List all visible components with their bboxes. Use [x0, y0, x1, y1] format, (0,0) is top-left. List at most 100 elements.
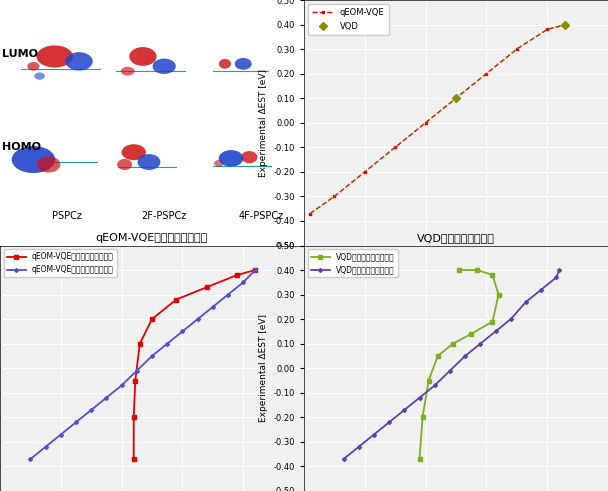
VQD法：エラー低減あり [556, 267, 563, 273]
VQD法：エラー低減あり [431, 382, 438, 388]
Line: VQD法：エラー低減あり: VQD法：エラー低減あり [342, 269, 561, 461]
VQD法：エラー低減あり [461, 353, 469, 359]
qEOM-VQE [562, 22, 569, 27]
Ellipse shape [219, 150, 243, 166]
VQD法：エラー低減あり [446, 368, 454, 374]
qEOM-VQE法：エラー低減あり [148, 353, 156, 359]
qEOM-VQE法：エラー低減あり [42, 444, 49, 450]
VQD法：エラー低減あり [370, 432, 378, 437]
VQD法：エラー低減あり [537, 287, 545, 293]
Ellipse shape [121, 67, 134, 76]
Legend: VQD法：エラー低減無し, VQD法：エラー低減あり: VQD法：エラー低減無し, VQD法：エラー低減あり [308, 249, 398, 277]
Title: VQD法の実機計算結果: VQD法の実機計算結果 [417, 233, 495, 244]
qEOM-VQE法：エラー低減あり [209, 304, 216, 310]
qEOM-VQE法：エラー低減あり [133, 368, 140, 374]
Ellipse shape [122, 144, 146, 160]
VQD法：エラー低減あり [401, 407, 408, 413]
Ellipse shape [37, 157, 60, 173]
Text: 4F-PSPCz: 4F-PSPCz [239, 211, 284, 221]
Ellipse shape [219, 59, 231, 69]
qEOM-VQE法：エラー低減無し [131, 378, 139, 383]
qEOM-VQE法：エラー低減あり [252, 267, 259, 273]
qEOM-VQE法：エラー低減無し [252, 267, 259, 273]
qEOM-VQE法：エラー低減無し [136, 341, 143, 347]
qEOM-VQE [422, 120, 429, 126]
qEOM-VQE法：エラー低減あり [118, 382, 125, 388]
VQD法：エラー低減あり [477, 341, 484, 347]
Ellipse shape [235, 58, 252, 70]
qEOM-VQE法：エラー低減あり [72, 419, 80, 425]
VQD法：エラー低減あり [385, 419, 393, 425]
qEOM-VQE [483, 71, 490, 77]
qEOM-VQE [361, 169, 368, 175]
Legend: qEOM-VQE, VQD: qEOM-VQE, VQD [308, 4, 389, 35]
Ellipse shape [34, 73, 45, 80]
Line: qEOM-VQE法：エラー低減あり: qEOM-VQE法：エラー低減あり [29, 269, 257, 461]
qEOM-VQE法：エラー低減あり [179, 328, 186, 334]
VQD法：エラー低減無し [449, 341, 457, 347]
Y-axis label: Experimental ΔEST [eV]: Experimental ΔEST [eV] [259, 314, 268, 422]
Line: qEOM-VQE: qEOM-VQE [309, 23, 567, 215]
qEOM-VQE [513, 46, 520, 52]
VQD法：エラー低減無し [489, 319, 496, 325]
qEOM-VQE法：エラー低減あり [57, 432, 64, 437]
VQD法：エラー低減無し [434, 353, 441, 359]
Text: HOMO: HOMO [1, 142, 41, 152]
qEOM-VQE [544, 27, 551, 32]
VQD法：エラー低減あり [416, 395, 423, 401]
qEOM-VQE法：エラー低減無し [130, 456, 137, 462]
VQD法：エラー低減あり [553, 274, 560, 280]
VQD法：エラー低減あり [340, 456, 347, 462]
qEOM-VQE [331, 193, 338, 199]
Text: LUMO: LUMO [1, 49, 38, 59]
Ellipse shape [66, 52, 93, 71]
VQD法：エラー低減あり [522, 299, 530, 305]
VQD法：エラー低減無し [489, 272, 496, 278]
qEOM-VQE法：エラー低減あり [240, 279, 247, 285]
qEOM-VQE法：エラー低減無し [203, 284, 210, 290]
VQD法：エラー低減無し [416, 456, 423, 462]
Ellipse shape [137, 154, 161, 170]
qEOM-VQE法：エラー低減あり [164, 341, 171, 347]
Legend: qEOM-VQE法：エラー低減無し, qEOM-VQE法：エラー低減あり: qEOM-VQE法：エラー低減無し, qEOM-VQE法：エラー低減あり [4, 249, 117, 277]
qEOM-VQE [392, 144, 399, 150]
qEOM-VQE法：エラー低減あり [103, 395, 110, 401]
X-axis label: Calculated ΔEST  [eV]: Calculated ΔEST [eV] [407, 269, 505, 278]
VQD法：エラー低減無し [419, 414, 426, 420]
VQD [562, 22, 569, 27]
Ellipse shape [214, 160, 224, 166]
qEOM-VQE法：エラー低減あり [88, 407, 95, 413]
Y-axis label: Experimental ΔEST [eV]: Experimental ΔEST [eV] [259, 69, 268, 177]
Line: VQD法：エラー低減無し: VQD法：エラー低減無し [418, 268, 500, 461]
Text: PSPCz: PSPCz [52, 211, 82, 221]
VQD法：エラー低減無し [425, 378, 432, 383]
qEOM-VQE法：エラー低減無し [173, 297, 180, 302]
Ellipse shape [241, 151, 258, 163]
Line: qEOM-VQE法：エラー低減無し: qEOM-VQE法：エラー低減無し [132, 268, 257, 461]
VQD法：エラー低減無し [468, 331, 475, 337]
VQD法：エラー低減無し [455, 267, 463, 273]
qEOM-VQE法：エラー低減あり [27, 456, 34, 462]
qEOM-VQE法：エラー低減無し [148, 316, 156, 322]
VQD法：エラー低減あり [507, 316, 514, 322]
VQD法：エラー低減無し [474, 267, 481, 273]
VQD法：エラー低減あり [492, 328, 499, 334]
qEOM-VQE法：エラー低減無し [233, 272, 241, 278]
Ellipse shape [36, 46, 73, 68]
Ellipse shape [117, 159, 133, 170]
qEOM-VQE [452, 95, 460, 101]
qEOM-VQE法：エラー低減あり [224, 292, 232, 298]
Text: 2F-PSPCz: 2F-PSPCz [142, 211, 187, 221]
VQD法：エラー低減あり [355, 444, 362, 450]
qEOM-VQE [306, 211, 314, 217]
Ellipse shape [130, 47, 157, 66]
qEOM-VQE法：エラー低減あり [194, 316, 201, 322]
VQD [452, 95, 460, 101]
Line: VQD: VQD [453, 22, 568, 101]
VQD法：エラー低減無し [495, 292, 502, 298]
Ellipse shape [27, 62, 40, 71]
Ellipse shape [153, 58, 176, 74]
Title: qEOM-VQE法の実機計算結果: qEOM-VQE法の実機計算結果 [96, 233, 208, 244]
Ellipse shape [12, 146, 55, 173]
qEOM-VQE法：エラー低減無し [130, 414, 137, 420]
